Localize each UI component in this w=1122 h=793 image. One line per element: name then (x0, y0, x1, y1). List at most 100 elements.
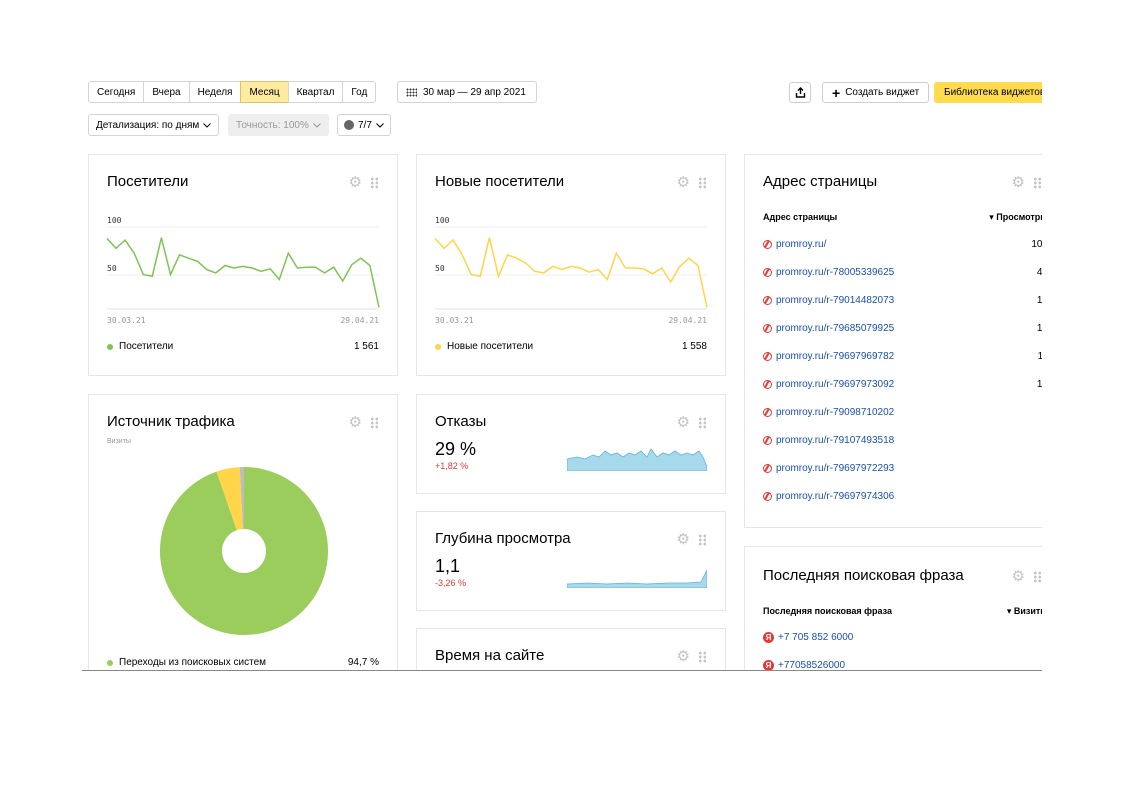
data-point[interactable] (350, 263, 354, 267)
data-point[interactable] (669, 280, 673, 284)
drag-handle-icon[interactable] (370, 416, 379, 429)
column-header-address[interactable]: Адрес страницы (763, 212, 838, 222)
drag-handle-icon[interactable] (1033, 570, 1042, 583)
data-point[interactable] (313, 265, 317, 269)
gear-icon[interactable]: ⚙ (1011, 174, 1025, 191)
data-point[interactable] (205, 267, 209, 271)
drag-handle-icon[interactable] (698, 416, 707, 429)
data-point[interactable] (259, 269, 263, 273)
accuracy-dropdown[interactable]: Точность: 100% (228, 114, 329, 136)
gear-icon[interactable]: ⚙ (676, 414, 690, 431)
data-point[interactable] (623, 266, 627, 270)
data-point[interactable] (605, 277, 609, 281)
period-week[interactable]: Неделя (188, 81, 242, 103)
data-point[interactable] (542, 271, 546, 275)
data-point[interactable] (523, 261, 527, 265)
gear-icon[interactable]: ⚙ (676, 531, 690, 548)
data-point[interactable] (569, 264, 573, 268)
data-point[interactable] (641, 267, 645, 271)
create-widget-button[interactable]: + Создать виджет (822, 82, 930, 103)
data-point[interactable] (551, 264, 555, 268)
column-header-phrase[interactable]: Последняя поисковая фраза (763, 606, 892, 616)
data-point[interactable] (596, 267, 600, 271)
data-point[interactable] (478, 274, 482, 278)
data-point[interactable] (442, 246, 446, 250)
row-link[interactable]: Я +7 705 852 6000 (763, 631, 853, 643)
data-point[interactable] (295, 266, 299, 270)
drag-handle-icon[interactable] (698, 650, 707, 663)
data-point[interactable] (123, 238, 127, 242)
row-link[interactable]: promroy.ru/r-79697972293 (763, 463, 894, 474)
data-point[interactable] (168, 272, 172, 276)
row-link[interactable]: promroy.ru/r-79697969782 (763, 351, 894, 362)
data-point[interactable] (214, 271, 218, 275)
data-point[interactable] (114, 246, 118, 250)
data-point[interactable] (195, 259, 199, 263)
data-point[interactable] (705, 305, 709, 309)
drag-handle-icon[interactable] (370, 176, 379, 189)
data-point[interactable] (496, 274, 500, 278)
data-point[interactable] (250, 266, 254, 270)
data-point[interactable] (678, 264, 682, 268)
data-point[interactable] (186, 256, 190, 260)
data-point[interactable] (141, 272, 145, 276)
data-point[interactable] (241, 264, 245, 268)
data-point[interactable] (368, 263, 372, 267)
column-header-views[interactable]: ▾ Просмотры (989, 212, 1042, 222)
data-point[interactable] (150, 274, 154, 278)
data-point[interactable] (687, 256, 691, 260)
data-point[interactable] (286, 251, 290, 255)
data-point[interactable] (614, 251, 618, 255)
data-point[interactable] (132, 251, 136, 255)
gear-icon[interactable]: ⚙ (348, 414, 362, 431)
row-link[interactable]: promroy.ru/ (763, 239, 826, 250)
period-today[interactable]: Сегодня (88, 81, 145, 103)
detail-dropdown[interactable]: Детализация: по дням (88, 114, 220, 136)
gear-icon[interactable]: ⚙ (348, 174, 362, 191)
row-link[interactable]: promroy.ru/r-79098710202 (763, 407, 894, 418)
data-point[interactable] (177, 253, 181, 257)
row-link[interactable]: promroy.ru/r-79697973092 (763, 379, 894, 390)
drag-handle-icon[interactable] (698, 176, 707, 189)
data-point[interactable] (505, 253, 509, 257)
row-link[interactable]: Я +77058526000 (763, 659, 845, 671)
drag-handle-icon[interactable] (1033, 176, 1042, 189)
segment-filter-dropdown[interactable]: 7/7 (337, 114, 391, 136)
drag-handle-icon[interactable] (698, 533, 707, 546)
row-link[interactable]: promroy.ru/r-79697974306 (763, 491, 894, 502)
gear-icon[interactable]: ⚙ (676, 648, 690, 665)
data-point[interactable] (359, 256, 363, 260)
column-header-visits[interactable]: ▾ Визиты (1006, 606, 1042, 616)
data-point[interactable] (268, 267, 272, 271)
data-point[interactable] (650, 272, 654, 276)
data-point[interactable] (277, 277, 281, 281)
period-year[interactable]: Год (342, 81, 377, 103)
data-point[interactable] (433, 236, 437, 240)
data-point[interactable] (232, 266, 236, 270)
data-point[interactable] (377, 305, 381, 309)
data-point[interactable] (322, 271, 326, 275)
widget-library-button[interactable]: Библиотека виджетов (934, 82, 1042, 103)
data-point[interactable] (514, 256, 518, 260)
data-point[interactable] (587, 270, 591, 274)
data-point[interactable] (533, 269, 537, 273)
gear-icon[interactable]: ⚙ (676, 174, 690, 191)
data-point[interactable] (331, 265, 335, 269)
data-point[interactable] (659, 266, 663, 270)
data-point[interactable] (159, 235, 163, 239)
data-point[interactable] (304, 265, 308, 269)
data-point[interactable] (469, 272, 473, 276)
data-point[interactable] (560, 267, 564, 271)
data-point[interactable] (341, 279, 345, 283)
data-point[interactable] (696, 263, 700, 267)
period-quarter[interactable]: Квартал (287, 81, 344, 103)
row-link[interactable]: promroy.ru/r-79107493518 (763, 435, 894, 446)
export-button[interactable] (789, 82, 811, 103)
pie-slice[interactable] (160, 467, 329, 635)
data-point[interactable] (487, 235, 491, 239)
data-point[interactable] (105, 236, 109, 240)
data-point[interactable] (632, 266, 636, 270)
data-point[interactable] (578, 266, 582, 270)
date-range-button[interactable]: 30 мар — 29 апр 2021 (397, 81, 537, 103)
row-link[interactable]: promroy.ru/r-79685079925 (763, 323, 894, 334)
